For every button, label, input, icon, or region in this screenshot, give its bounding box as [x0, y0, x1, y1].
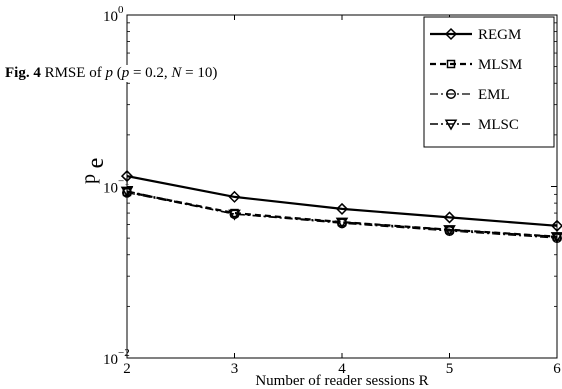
diamond-marker	[228, 190, 241, 203]
series-line	[126, 175, 558, 227]
y-tick-exponent: −2	[118, 347, 130, 359]
y-tick-exponent: −1	[118, 176, 130, 188]
axis-ticks	[126, 14, 558, 359]
legend: REGM MLSM EML MLSC	[423, 16, 555, 148]
diamond-marker	[443, 211, 456, 224]
diamond-marker	[120, 170, 134, 183]
y-axis-label-sub: p	[78, 174, 100, 184]
caption-paren: (	[112, 65, 122, 81]
caption-var-p: p	[105, 65, 113, 81]
legend-item-mlsm: MLSM	[430, 57, 522, 73]
legend-item-eml: EML	[430, 87, 510, 103]
legend-label: MLSM	[478, 57, 522, 73]
legend-label: EML	[478, 87, 510, 103]
triangle-marker	[120, 186, 134, 198]
triangle-marker	[335, 217, 349, 229]
legend-item-mlsc: MLSC	[430, 117, 519, 133]
caption-eq-p: = 0.2,	[129, 65, 172, 81]
figure-caption: Fig. 4 RMSE of p (p = 0.2, N = 10)	[5, 65, 221, 82]
caption-var-p-2: p	[121, 65, 130, 81]
y-tick-label: 100	[103, 4, 124, 25]
legend-label: MLSC	[478, 117, 519, 133]
figure-label: Fig. 4	[5, 65, 41, 81]
triangle-marker	[444, 119, 458, 131]
y-tick-exponent: 0	[118, 4, 124, 16]
series-layer	[120, 170, 562, 244]
circle-marker	[446, 89, 456, 99]
caption-text: RMSE of	[40, 65, 106, 81]
legend-box	[423, 16, 555, 148]
diamond-marker	[335, 202, 349, 215]
diamond-marker	[550, 219, 562, 232]
x-tick-label: 3	[231, 361, 239, 377]
x-axis-label: Number of reader sessions R	[255, 373, 428, 389]
x-tick-label: 4	[338, 361, 346, 377]
caption-var-n: N	[171, 65, 182, 81]
x-tick-label: 5	[446, 361, 454, 377]
y-axis-label: e p	[78, 158, 109, 184]
legend-label: REGM	[478, 27, 521, 43]
series-regm	[120, 170, 562, 232]
x-tick-label: 2	[123, 361, 131, 377]
caption-eq-n: = 10)	[181, 65, 218, 81]
diamond-marker	[444, 27, 458, 41]
triangle-marker	[550, 232, 562, 244]
legend-item-regm: REGM	[430, 27, 521, 43]
triangle-marker	[228, 209, 241, 221]
triangle-marker	[443, 225, 456, 237]
x-tick-label: 6	[553, 361, 561, 377]
square-marker	[446, 59, 456, 69]
series-mlsc	[120, 186, 562, 244]
y-axis-label-main: e	[83, 158, 109, 169]
series-line	[126, 190, 558, 238]
